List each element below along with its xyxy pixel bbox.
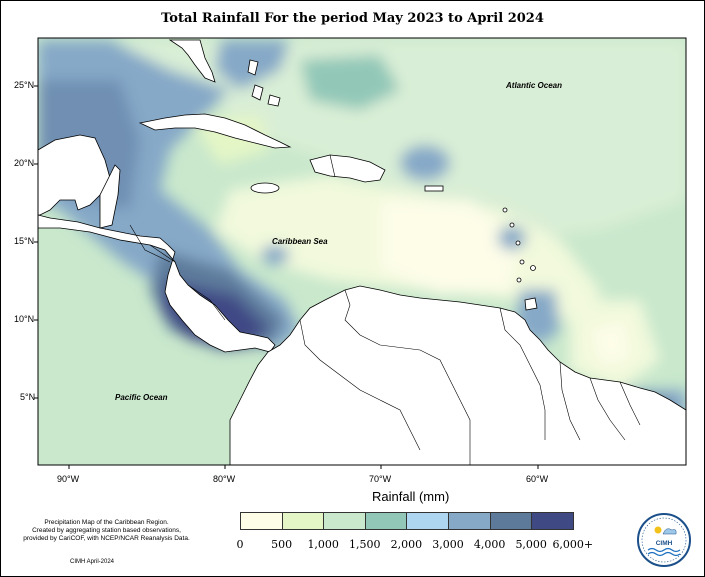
lon-label-90w: 90°W xyxy=(57,474,80,484)
credit-line-2: Created by aggregating station based obs… xyxy=(32,527,181,534)
legend-swatch xyxy=(531,512,574,530)
cuba-land xyxy=(138,113,292,149)
legend-tick-label: 1,000 xyxy=(307,538,339,551)
lon-label-70w: 70°W xyxy=(369,474,392,484)
central-america-land xyxy=(38,134,111,216)
land-masses xyxy=(38,39,686,465)
legend-tick-label: 0 xyxy=(236,538,244,551)
legend-tick-label: 4,000 xyxy=(473,538,506,551)
credit-text: Precipitation Map of the Caribbean Regio… xyxy=(14,519,199,543)
cloud-icon xyxy=(662,528,677,535)
credit-line-1: Precipitation Map of the Caribbean Regio… xyxy=(44,519,169,526)
lat-label-20n: 20°N xyxy=(14,158,35,168)
country-borders xyxy=(129,154,641,465)
legend-swatch xyxy=(448,512,491,530)
legend-swatch xyxy=(323,512,366,530)
legend-swatch xyxy=(281,512,325,530)
map-border xyxy=(37,37,687,466)
lat-label-15n: 15°N xyxy=(14,236,35,246)
axis-ticks xyxy=(34,85,539,469)
caribbean-sea-label: Caribbean Sea xyxy=(272,237,328,246)
atlantic-ocean-label: Atlantic Ocean xyxy=(506,81,563,90)
lon-label-60w: 60°W xyxy=(526,474,549,484)
pacific-ocean-label: Pacific Ocean xyxy=(115,393,168,402)
credit-date: CIMH April-2024 xyxy=(70,559,115,565)
lat-label-25n: 25°N xyxy=(14,80,35,90)
hispaniola-land xyxy=(309,154,386,183)
florida-land xyxy=(168,39,216,83)
lon-label-80w: 80°W xyxy=(213,474,236,484)
legend-tick-label: 1,500 xyxy=(349,538,381,551)
puerto-rico-land xyxy=(424,185,444,192)
legend-title: Rainfall (mm) xyxy=(372,489,450,504)
credit-line-3: provided by CariCOF, with NCEP/NCAR Rean… xyxy=(23,535,190,542)
svg-text:CIMH: CIMH xyxy=(656,540,673,547)
jamaica-land xyxy=(250,182,280,194)
legend-swatch xyxy=(364,512,408,530)
sun-icon xyxy=(654,526,662,534)
lat-label-10n: 10°N xyxy=(14,314,35,324)
legend-tick-label: 2,000 xyxy=(390,538,423,551)
lat-label-5n: 5°N xyxy=(20,392,36,402)
rainfall-field xyxy=(38,38,686,465)
cimh-logo: CIMH xyxy=(637,513,691,567)
legend-tick-label: 3,000 xyxy=(432,538,464,551)
legend-tick-label: 500 xyxy=(271,538,293,551)
legend-swatch xyxy=(489,512,533,530)
legend-tick-label: 6,000+ xyxy=(552,538,594,551)
south-america-land xyxy=(229,285,686,465)
legend-swatch xyxy=(406,512,449,530)
legend-swatch xyxy=(240,512,283,530)
map-title: Total Rainfall For the period May 2023 t… xyxy=(161,11,544,26)
legend-tick-label: 5,000 xyxy=(515,538,547,551)
